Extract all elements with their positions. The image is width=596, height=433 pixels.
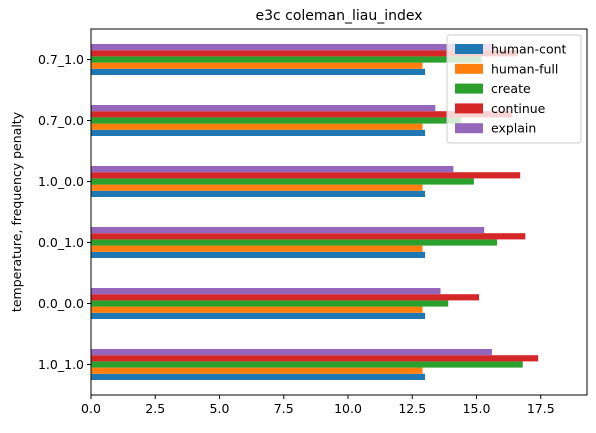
bar-continue-0.0_0.0 — [91, 294, 480, 301]
bar-create-0.0_0.0 — [91, 300, 449, 307]
legend-box — [446, 34, 582, 144]
bar-human-cont-0.0_1.0 — [91, 251, 426, 258]
chart-title: e3c coleman_liau_index — [255, 8, 422, 24]
bar-human-full-0.7_0.0 — [91, 123, 423, 130]
x-tick-label: 12.5 — [398, 401, 426, 416]
x-tick-label: 0.0 — [81, 401, 101, 416]
y-tick-label: 0.0_0.0 — [38, 296, 84, 311]
legend-swatch-create — [455, 83, 483, 94]
y-axis-label: temperature, frequency penalty — [9, 111, 24, 312]
bar-human-cont-0.7_0.0 — [91, 129, 426, 136]
legend-label-human-full: human-full — [491, 61, 558, 76]
bar-human-full-0.0_1.0 — [91, 245, 423, 252]
bar-human-full-1.0_1.0 — [91, 367, 423, 374]
legend-label-explain: explain — [491, 121, 536, 136]
x-tick-label: 7.5 — [274, 401, 294, 416]
bar-human-cont-0.7_1.0 — [91, 68, 426, 75]
bar-explain-1.0_1.0 — [91, 349, 492, 356]
bar-create-0.7_1.0 — [91, 56, 482, 63]
x-tick-label: 5.0 — [210, 401, 230, 416]
y-tick-label: 1.0_1.0 — [38, 357, 84, 372]
bar-human-cont-1.0_1.0 — [91, 373, 426, 380]
legend-label-continue: continue — [491, 101, 546, 116]
legend-swatch-human-full — [455, 63, 483, 74]
bar-explain-0.0_1.0 — [91, 227, 485, 234]
legend-swatch-human-cont — [455, 44, 483, 54]
bar-create-1.0_0.0 — [91, 178, 474, 185]
legend-swatch-continue — [455, 103, 483, 114]
bar-explain-1.0_0.0 — [91, 166, 454, 173]
bar-human-cont-0.0_0.0 — [91, 312, 426, 319]
x-tick-label: 10.0 — [334, 401, 362, 416]
bars-group — [91, 44, 539, 380]
bar-create-0.7_0.0 — [91, 117, 462, 124]
bar-continue-0.7_0.0 — [91, 111, 513, 118]
bar-human-full-1.0_0.0 — [91, 184, 423, 191]
bar-explain-0.7_1.0 — [91, 44, 495, 51]
plot-frame — [90, 28, 588, 396]
x-tick-label: 17.5 — [527, 401, 555, 416]
bar-continue-0.7_1.0 — [91, 50, 518, 57]
bar-continue-1.0_0.0 — [91, 172, 521, 179]
x-axis-ticks: 0.0 2.5 5.0 7.5 10.0 12.5 15.0 17.5 — [81, 395, 555, 416]
legend: human-cont human-full create continue explai… — [446, 34, 582, 144]
bar-explain-0.0_0.0 — [91, 288, 441, 295]
y-axis-ticks: 1.0_1.0 0.0_0.0 0.0_1.0 1.0_0.0 0.7_0.0 0.7_1… — [38, 52, 91, 372]
legend-label-human-cont: human-cont — [491, 42, 567, 57]
y-tick-label: 0.7_0.0 — [38, 113, 84, 128]
y-tick-label: 0.0_1.0 — [38, 235, 84, 250]
bar-continue-1.0_1.0 — [91, 355, 539, 362]
bar-create-1.0_1.0 — [91, 361, 523, 368]
x-tick-label: 2.5 — [145, 401, 165, 416]
bar-continue-0.0_1.0 — [91, 233, 526, 240]
bar-explain-0.7_0.0 — [91, 105, 436, 112]
legend-label-create: create — [491, 81, 531, 96]
legend-swatch-explain — [455, 123, 483, 134]
bar-human-full-0.7_1.0 — [91, 62, 423, 69]
bar-create-0.0_1.0 — [91, 239, 498, 246]
y-tick-label: 0.7_1.0 — [38, 52, 84, 67]
bar-human-cont-1.0_0.0 — [91, 190, 426, 197]
y-tick-label: 1.0_0.0 — [38, 174, 84, 189]
x-tick-label: 15.0 — [463, 401, 491, 416]
bar-human-full-0.0_0.0 — [91, 306, 423, 313]
